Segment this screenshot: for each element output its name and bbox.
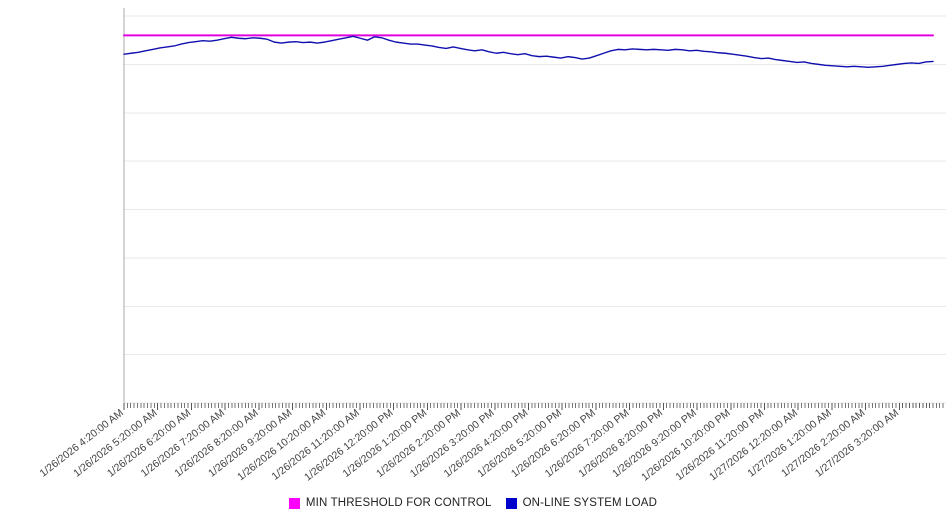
legend-swatch-magenta xyxy=(288,497,300,509)
x-axis-major-ticks xyxy=(123,403,900,410)
gridlines-group xyxy=(124,15,946,404)
series-on-line-system-load xyxy=(123,35,934,68)
legend-item-min-threshold-for-control[interactable]: MIN THRESHOLD FOR CONTROL xyxy=(288,497,492,509)
legend-item-on-line-system-load[interactable]: ON-LINE SYSTEM LOAD xyxy=(505,497,658,509)
x-axis-minor-ticks xyxy=(126,403,944,408)
legend-swatch-blue xyxy=(505,497,517,509)
chart-legend: MIN THRESHOLD FOR CONTROL ON-LINE SYSTEM… xyxy=(0,497,946,509)
legend-label-min-threshold-for-control: MIN THRESHOLD FOR CONTROL xyxy=(305,497,492,509)
legend-label-on-line-system-load: ON-LINE SYSTEM LOAD xyxy=(522,497,658,509)
x-axis-tick-labels: 1/26/2026 4:20:00 AM1/26/2026 5:20:00 AM… xyxy=(37,407,901,484)
